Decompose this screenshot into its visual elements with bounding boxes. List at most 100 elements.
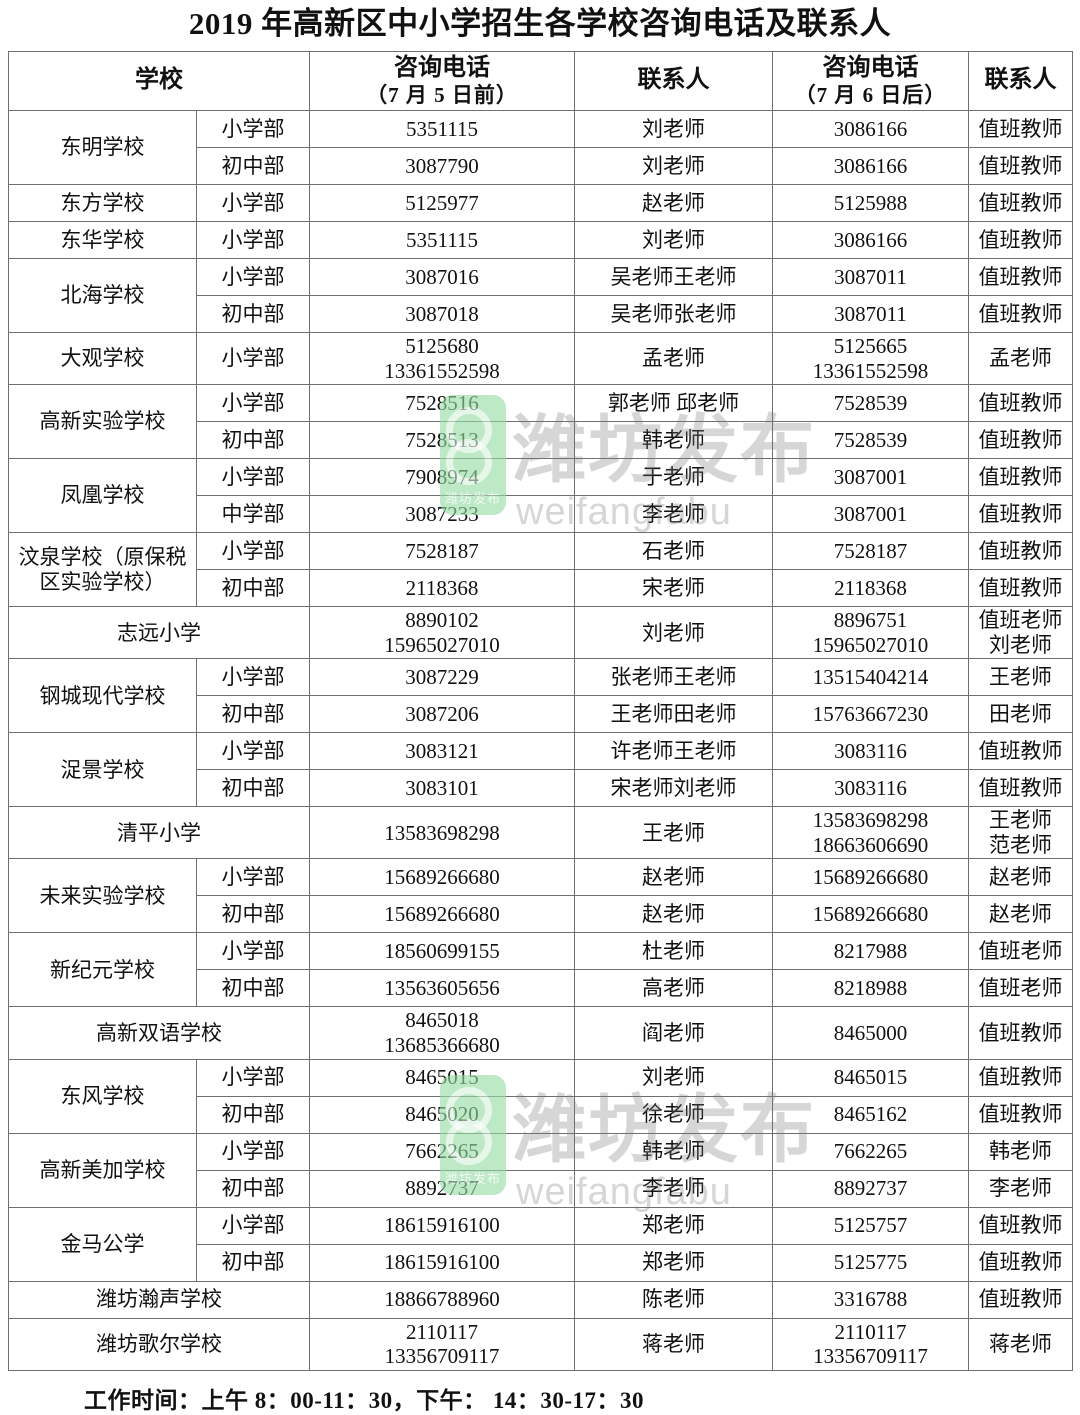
phone-before-cell: 15689266680 <box>309 895 575 934</box>
phone-before-cell: 7908974 <box>309 458 575 497</box>
column-header-school: 学校 <box>8 51 310 112</box>
department-cell: 小学部 <box>196 858 310 897</box>
contact-before-cell: 宋老师刘老师 <box>574 769 773 808</box>
contact-after-cell: 蒋老师 <box>968 1317 1073 1371</box>
contact-after-cell: 值班教师 <box>968 769 1073 808</box>
phone-after-cell: 2110117 13356709117 <box>772 1317 969 1371</box>
contact-before-cell: 孟老师 <box>574 332 773 386</box>
school-name-cell: 高新美加学校 <box>8 1132 197 1208</box>
phone-after-cell: 7528187 <box>772 532 969 571</box>
department-cell: 初中部 <box>196 421 310 460</box>
table-row: 新纪元学校 小学部 18560699155 杜老师 8217988 值班老师 <box>8 932 1073 1008</box>
contact-before-cell: 陈老师 <box>574 1280 773 1319</box>
table-row: 潍坊歌尔学校 2110117 13356709117 蒋老师 2110117 133567… <box>8 1317 1073 1371</box>
contact-after-cell: 值班教师 <box>968 458 1073 497</box>
phone-after-cell: 15763667230 <box>772 695 969 734</box>
department-cell: 小学部 <box>196 932 310 971</box>
contact-after-cell: 值班教师 <box>968 732 1073 771</box>
contact-before-cell: 王老师田老师 <box>574 695 773 734</box>
phone-after-cell: 8218988 <box>772 969 969 1008</box>
department-cell: 小学部 <box>196 332 310 386</box>
contact-before-cell: 杜老师 <box>574 932 773 971</box>
school-name-cell: 东风学校 <box>8 1058 197 1134</box>
contact-before-cell: 韩老师 <box>574 1132 773 1171</box>
phone-after-cell: 8896751 15965027010 <box>772 606 969 660</box>
phone-after-cell: 3316788 <box>772 1280 969 1319</box>
phone-before-cell: 7528516 <box>309 384 575 423</box>
contact-before-cell: 蒋老师 <box>574 1317 773 1371</box>
contact-before-cell: 许老师王老师 <box>574 732 773 771</box>
contact-before-cell: 吴老师张老师 <box>574 295 773 334</box>
phone-before-cell: 15689266680 <box>309 858 575 897</box>
contact-before-cell: 吴老师王老师 <box>574 258 773 297</box>
table-header-row: 学校 咨询电话 （7 月 5 日前） 联系人 咨询电话 （7 月 6 日后） 联… <box>8 51 1073 112</box>
table-row: 志远小学 8890102 15965027010 刘老师 8896751 15965027… <box>8 606 1073 660</box>
school-name-cell: 大观学校 <box>8 332 197 386</box>
phone-after-cell: 3087011 <box>772 258 969 297</box>
department-cell: 小学部 <box>196 1058 310 1097</box>
phone-after-cell: 7528539 <box>772 421 969 460</box>
contact-before-cell: 张老师王老师 <box>574 658 773 697</box>
department-cell: 初中部 <box>196 147 310 186</box>
column-header-phone-after-title: 咨询电话 <box>822 55 919 81</box>
phone-after-cell: 3087001 <box>772 495 969 534</box>
department-cell: 初中部 <box>196 969 310 1008</box>
department-cell: 初中部 <box>196 769 310 808</box>
column-header-phone-after: 咨询电话 （7 月 6 日后） <box>772 51 969 112</box>
contact-before-cell: 刘老师 <box>574 147 773 186</box>
table-row: 清平小学 13583698298 王老师 13583698298 18663606690… <box>8 806 1073 860</box>
table-row: 浞景学校 小学部 3083121 许老师王老师 3083116 值班教师 <box>8 732 1073 808</box>
phone-before-cell: 5125680 13361552598 <box>309 332 575 386</box>
department-cell: 初中部 <box>196 295 310 334</box>
department-cell: 初中部 <box>196 569 310 608</box>
department-cell: 小学部 <box>196 258 310 297</box>
contact-before-cell: 于老师 <box>574 458 773 497</box>
phone-before-cell: 5351115 <box>309 110 575 149</box>
contact-before-cell: 阎老师 <box>574 1006 773 1060</box>
phone-before-cell: 13583698298 <box>309 806 575 860</box>
phone-before-cell: 8465020 <box>309 1095 575 1134</box>
phone-after-cell: 15689266680 <box>772 858 969 897</box>
contact-after-cell: 赵老师 <box>968 858 1073 897</box>
contact-after-cell: 田老师 <box>968 695 1073 734</box>
contact-before-cell: 郑老师 <box>574 1243 773 1282</box>
table-row: 初中部 8892737 李老师 8892737 李老师 <box>9 1169 1073 1208</box>
phone-before-cell: 8890102 15965027010 <box>309 606 575 660</box>
school-name-cell: 潍坊瀚声学校 <box>8 1280 310 1319</box>
contact-after-cell: 王老师 范老师 <box>968 806 1073 860</box>
page-title: 2019 年高新区中小学招生各学校咨询电话及联系人 <box>188 6 892 41</box>
table-row: 东风学校 小学部 8465015 刘老师 8465015 值班教师 <box>8 1058 1073 1134</box>
department-cell: 初中部 <box>196 895 310 934</box>
contact-before-cell: 郭老师 邱老师 <box>574 384 773 423</box>
department-cell: 小学部 <box>196 110 310 149</box>
contact-before-cell: 石老师 <box>574 532 773 571</box>
contact-before-cell: 徐老师 <box>574 1095 773 1134</box>
phone-after-cell: 8465015 <box>772 1058 969 1097</box>
phone-after-cell: 5125775 <box>772 1243 969 1282</box>
school-name-cell: 钢城现代学校 <box>8 658 197 734</box>
department-cell: 初中部 <box>196 1095 310 1134</box>
contact-after-cell: 值班老师 刘老师 <box>968 606 1073 660</box>
department-cell: 小学部 <box>196 732 310 771</box>
phone-before-cell: 3087016 <box>309 258 575 297</box>
contact-after-cell: 值班老师 <box>968 932 1073 971</box>
column-header-contact-after: 联系人 <box>968 51 1073 112</box>
department-cell: 小学部 <box>196 221 310 260</box>
table-row: 初中部 3087206 王老师田老师 15763667230 田老师 <box>9 695 1073 734</box>
contact-after-cell: 值班教师 <box>968 110 1073 149</box>
contact-after-cell: 值班教师 <box>968 221 1073 260</box>
phone-after-cell: 3087001 <box>772 458 969 497</box>
contact-after-cell: 值班教师 <box>968 384 1073 423</box>
phone-before-cell: 3083101 <box>309 769 575 808</box>
school-name-cell: 汶泉学校（原保税区实验学校） <box>8 532 197 608</box>
contact-after-cell: 值班教师 <box>968 569 1073 608</box>
phone-after-cell: 8217988 <box>772 932 969 971</box>
phone-after-cell: 5125988 <box>772 184 969 223</box>
contact-before-cell: 刘老师 <box>574 221 773 260</box>
school-name-cell: 高新双语学校 <box>8 1006 310 1060</box>
table-row: 金马公学 小学部 18615916100 郑老师 5125757 值班教师 <box>8 1206 1073 1282</box>
contact-before-cell: 赵老师 <box>574 184 773 223</box>
contact-after-cell: 值班教师 <box>968 1095 1073 1134</box>
contact-after-cell: 值班老师 <box>968 969 1073 1008</box>
school-name-cell: 志远小学 <box>8 606 310 660</box>
